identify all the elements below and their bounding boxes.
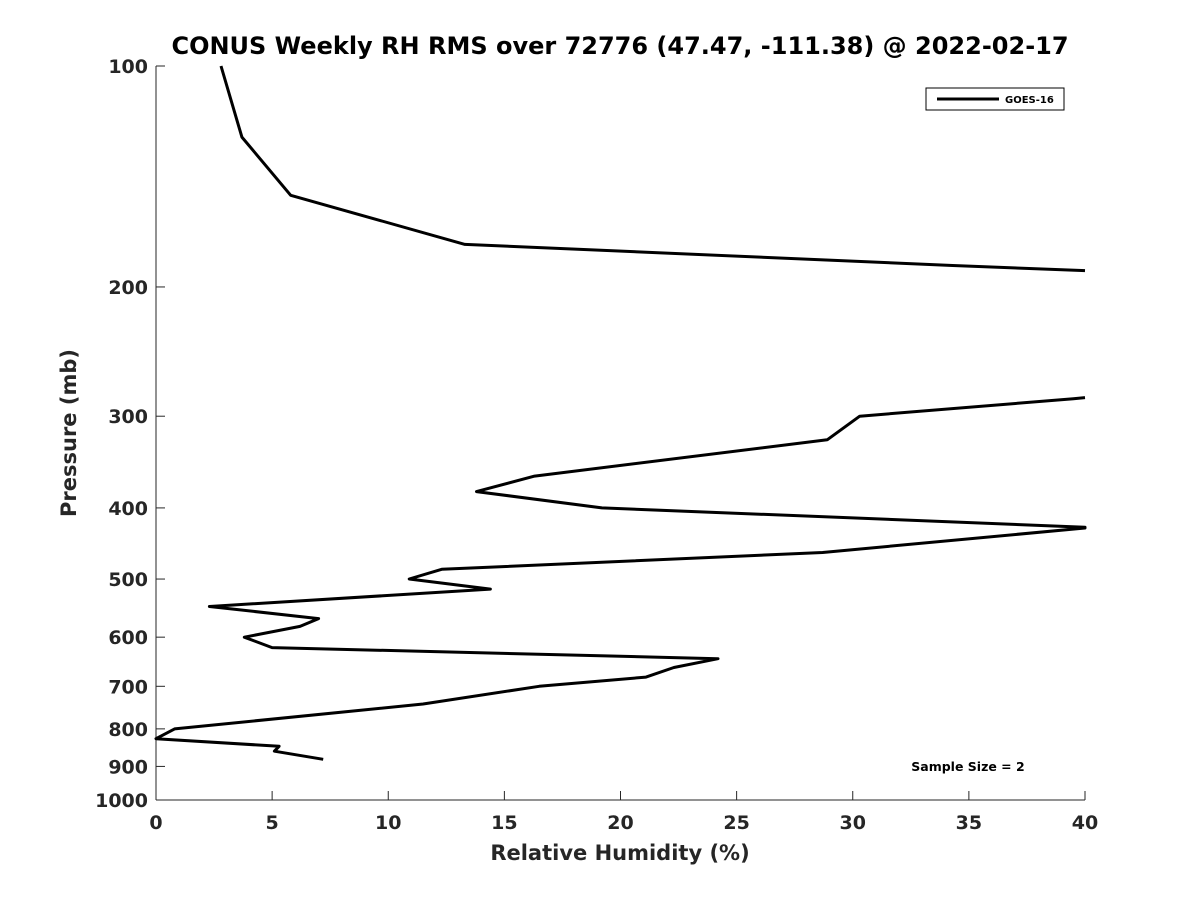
y-tick-label: 600: [108, 627, 148, 649]
y-tick-label: 700: [108, 676, 148, 698]
y-tick-label: 100: [108, 56, 148, 78]
y-tick-label: 400: [108, 498, 148, 520]
x-axis-label: Relative Humidity (%): [490, 841, 749, 865]
plot-area: 0 5 10 15 20 25 30 35 40 100 200 300 400 500 600 700 800…: [95, 56, 1098, 834]
x-tick-label: 25: [723, 812, 749, 834]
chart-title: CONUS Weekly RH RMS over 72776 (47.47, -…: [171, 32, 1068, 60]
sample-size-note: Sample Size = 2: [911, 759, 1024, 774]
x-tick-label: 10: [375, 812, 401, 834]
y-tick-label: 900: [108, 756, 148, 778]
y-tick-label: 1000: [95, 790, 148, 812]
y-tick-label: 800: [108, 719, 148, 741]
y-tick-label: 200: [108, 277, 148, 299]
x-tick-label: 35: [956, 812, 982, 834]
x-tick-label: 20: [607, 812, 633, 834]
series-line-goes-16: [154, 65, 1087, 761]
legend: GOES-16: [925, 87, 1065, 111]
y-tick-label: 300: [108, 406, 148, 428]
y-tick-label: 500: [108, 569, 148, 591]
legend-label: GOES-16: [1005, 95, 1054, 106]
y-axis-label: Pressure (mb): [57, 349, 81, 517]
x-tick-label: 0: [149, 812, 162, 834]
x-tick-label: 5: [266, 812, 279, 834]
x-tick-label: 15: [491, 812, 517, 834]
x-tick-label: 40: [1072, 812, 1098, 834]
x-tick-label: 30: [840, 812, 866, 834]
